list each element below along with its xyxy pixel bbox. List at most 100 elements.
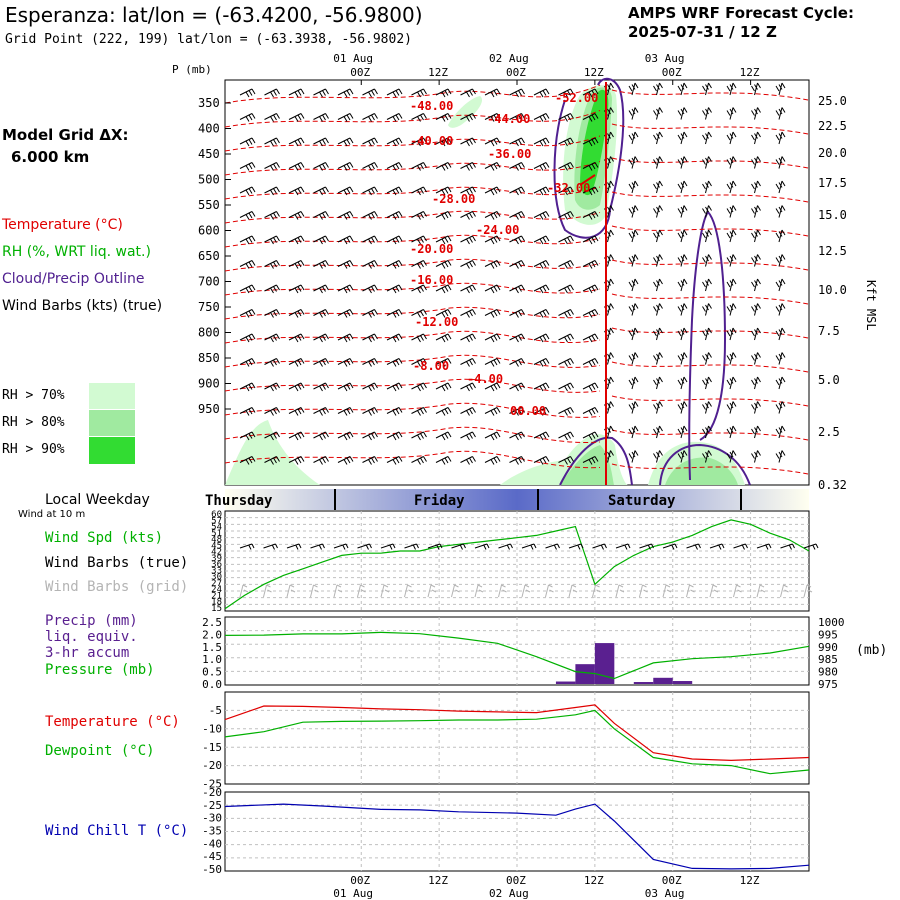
wind-barb [435,88,452,98]
wind-barb [239,211,256,220]
wind-barb-true [286,543,302,550]
wind-barb [288,431,305,441]
kft-tick-label: 0.32 [818,478,847,492]
temperature-line [224,704,810,762]
wind-barb [337,382,354,392]
top-day-label: 02 Aug [489,52,529,65]
left-tick-label: 36 [211,560,222,570]
pressure-tick-label: 850 [198,351,220,365]
left-tick-label: -15 [202,741,222,754]
right-tick-label: 995 [818,628,838,641]
wind-barb [460,162,476,171]
left-tick-label: 24 [211,585,222,595]
wind-barb [677,229,688,243]
precip-bar [555,681,576,684]
wind-barb [628,156,639,169]
wind-barb [337,309,354,318]
wind-barb [288,113,305,122]
wind-barb [362,235,378,245]
wind-barb-true [333,543,349,550]
wind-barb [362,333,378,343]
wind-barb [628,131,639,145]
left-tick-label: 51 [211,529,222,539]
wind-barb [558,284,574,294]
wind-barb [460,260,476,269]
wind-barb [533,382,550,392]
wind-barb [509,333,525,343]
wind-barb [484,456,501,465]
wind-speed-line [224,519,810,610]
temperature-contour [611,361,809,373]
wind-barb [460,235,476,245]
left-tick-label: 27 [211,579,222,589]
wind-barb [533,260,550,269]
wind-barb [582,235,599,245]
wind-barb [460,407,476,416]
wind-barb-grid [380,584,390,598]
wind-barb [239,407,256,416]
wind-barb [337,456,354,465]
wind-barb [653,205,663,218]
left-tick-label: 57 [211,516,222,526]
wind-barb [411,113,427,122]
wind-speed-label: Wind Spd (kts) [45,530,164,546]
wind-barb [435,260,452,269]
accum-label: 3-hr accum [45,645,130,661]
wind-barb [604,229,614,243]
wind-barb [726,303,737,316]
weekday-band-bg [225,489,809,510]
wind-barb [604,450,614,463]
wind-barb [628,425,639,439]
wind-barb [362,431,378,441]
temperature-contour [611,463,809,475]
wind-barb-true [545,543,560,550]
wind-barb [751,82,761,96]
wind-barb-grid [803,584,813,598]
left-tick-label: 54 [211,523,222,533]
wind-barb [386,113,403,122]
wind-barb [653,229,663,243]
wind-barb [533,162,550,171]
weekday-label: Friday [414,493,465,509]
wind-barb [726,205,737,218]
wind-barb [239,137,256,147]
temperature-contour [611,89,809,101]
wind-barb [239,260,256,269]
weekday-label: Saturday [608,493,676,509]
wind-barb [435,284,452,294]
wind-barb [582,260,599,269]
left-tick-label: -10 [202,722,222,735]
wind-barb [239,186,256,196]
wind-barb [411,162,427,171]
wind-barb [264,284,280,294]
wind-barb [604,254,614,267]
wind-barb [264,431,280,441]
wind-barb [653,107,663,120]
wind-barb [362,407,378,416]
wind-barb [411,260,427,269]
wind-barb-grid [286,584,296,598]
wind-barb [484,186,501,196]
wind-barb [533,211,550,220]
legend-wind-barbs: Wind Barbs (kts) (true) [2,298,163,314]
wind-barb [288,333,305,343]
wind-barb [702,107,712,120]
wind-barb-grid [427,584,437,598]
temperature-contour [224,282,601,296]
wind-barb-true [239,543,255,550]
left-tick-label: -20 [202,759,222,772]
left-tick-label: 2.5 [202,616,222,629]
wind-barb [582,162,599,171]
wind-barb [313,162,329,171]
wind-barb [460,333,476,343]
wind-barb [509,235,525,245]
wind-barb [628,82,639,96]
wind-barb [751,278,761,292]
wind-barb [775,131,786,145]
wind-barb [751,254,761,267]
left-tick-label: -40 [202,837,222,850]
wind-barb [411,382,427,392]
right-tick-label: 985 [818,653,838,666]
wind-barb [362,284,378,294]
left-tick-label: -35 [202,825,222,838]
